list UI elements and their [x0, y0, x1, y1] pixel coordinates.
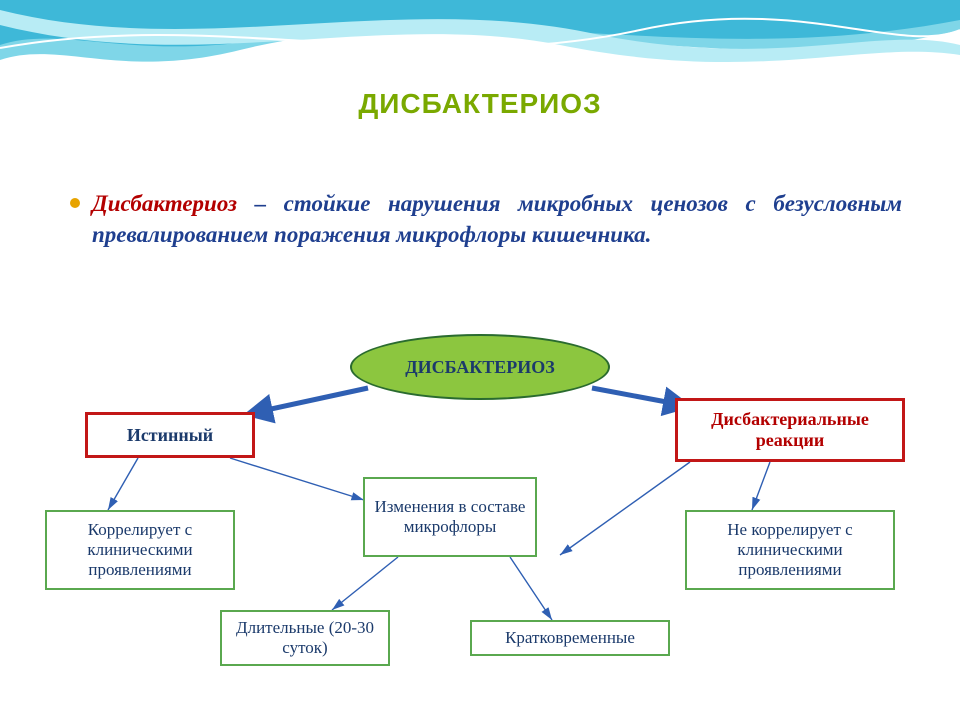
arrow-left-mid [230, 458, 364, 500]
node-r1: Не коррелирует с клиническими проявления… [685, 510, 895, 590]
arrow-mid-l2 [332, 557, 398, 610]
node-r2: Кратковременные [470, 620, 670, 656]
arrow-root-left [248, 388, 368, 414]
arrow-root-right [592, 388, 688, 406]
node-l2: Длительные (20-30 суток) [220, 610, 390, 666]
arrow-mid-r2 [510, 557, 552, 620]
node-right: Дисбактериальные реакции [675, 398, 905, 462]
arrow-right-r1 [752, 462, 770, 510]
node-root: ДИСБАКТЕРИОЗ [350, 334, 610, 400]
node-l1: Коррелирует с клиническими проявлениями [45, 510, 235, 590]
node-mid: Изменения в составе микрофлоры [363, 477, 537, 557]
node-left: Истинный [85, 412, 255, 458]
arrow-right-mid [560, 462, 690, 555]
arrow-left-l1 [108, 458, 138, 510]
slide: { "title": { "text": "ДИСБАКТЕРИОЗ", "co… [0, 0, 960, 720]
